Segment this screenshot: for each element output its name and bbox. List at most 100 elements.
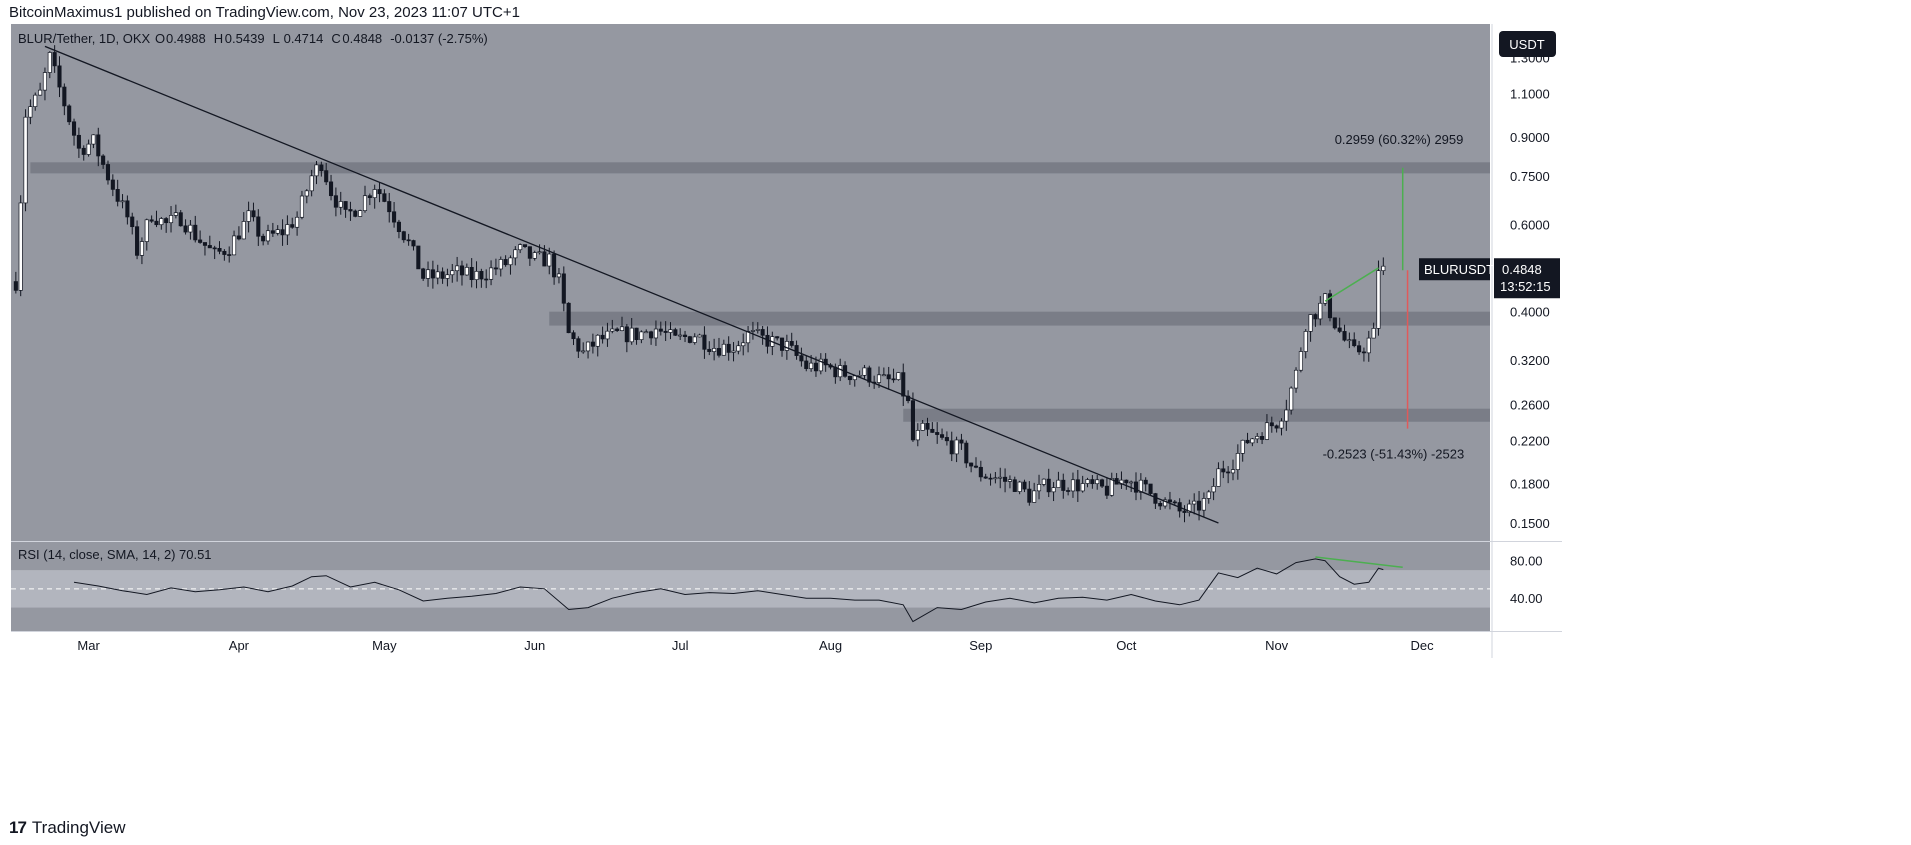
candle <box>474 261 479 289</box>
candle-body-up <box>474 270 479 281</box>
candle-body-down <box>164 218 169 224</box>
candle <box>227 246 232 263</box>
candle <box>110 174 115 197</box>
ohlc-label: O <box>155 31 165 46</box>
tradingview-footer[interactable]: 17 TradingView <box>9 818 125 838</box>
candle <box>498 256 503 277</box>
candle <box>435 264 440 285</box>
candle-body-down <box>1090 479 1095 485</box>
candle-body-up <box>750 330 755 332</box>
candle <box>1070 472 1076 498</box>
candle-body-down <box>1357 345 1362 353</box>
candle-body-down <box>105 164 111 181</box>
candle-body-down <box>493 267 498 270</box>
candle <box>232 230 237 256</box>
candle-body-down <box>687 336 692 343</box>
time-tick-label: Nov <box>1265 638 1289 653</box>
candle-body-up <box>532 252 537 259</box>
candle-body-down <box>804 360 809 369</box>
candle-body-down <box>707 348 712 352</box>
candle <box>188 219 193 240</box>
candle-body-up <box>838 365 843 378</box>
candle <box>1080 475 1085 493</box>
candle-body-down <box>944 437 949 442</box>
candle-body-down <box>1352 339 1357 347</box>
candle-body-up <box>1298 351 1303 371</box>
candle-body-down <box>484 278 489 281</box>
candle <box>484 269 489 289</box>
candle <box>425 261 431 287</box>
candle-body-up <box>518 244 523 251</box>
candle-body-up <box>1371 328 1376 339</box>
candle-body-up <box>1032 490 1037 503</box>
candle-body-up <box>1007 479 1012 482</box>
candle <box>28 99 33 125</box>
candle <box>867 365 872 387</box>
candle <box>333 187 338 217</box>
candle-body-down <box>566 302 571 334</box>
candle <box>159 216 164 230</box>
candle <box>217 241 222 255</box>
candle-body-up <box>450 270 455 276</box>
candle <box>775 336 780 341</box>
candle-body-down <box>1104 485 1109 496</box>
candle-body-up <box>508 257 513 266</box>
bar-countdown-label: 13:52:15 <box>1500 279 1551 294</box>
candle <box>1255 433 1260 444</box>
currency-label: USDT <box>1509 37 1544 52</box>
candle <box>47 51 52 79</box>
candle <box>33 92 38 111</box>
candle-body-up <box>1376 270 1381 329</box>
descending-trendline <box>44 45 1219 524</box>
time-tick-label: Oct <box>1116 638 1137 653</box>
candle-body-down <box>440 271 445 279</box>
candle-body-down <box>503 259 508 266</box>
candle <box>261 233 266 246</box>
candle <box>149 215 154 223</box>
candle <box>1007 475 1012 489</box>
candle <box>38 82 43 96</box>
candle-body-up <box>1206 491 1211 499</box>
candle <box>86 139 91 157</box>
candle <box>101 154 106 169</box>
candle <box>120 194 125 209</box>
candle-body-down <box>1027 488 1032 503</box>
candle <box>1279 418 1284 436</box>
candle-body-up <box>372 189 377 199</box>
candle <box>1318 296 1323 326</box>
candle-body-up <box>639 331 644 340</box>
candle <box>246 201 251 233</box>
candle-body-up <box>23 116 28 204</box>
candle <box>469 258 474 288</box>
candle-body-up <box>464 267 469 276</box>
candle <box>527 246 532 266</box>
candle-body-down <box>387 201 392 213</box>
candle <box>1216 462 1221 487</box>
price-tick-label: 0.9000 <box>1510 130 1550 145</box>
time-tick-label: Dec <box>1411 638 1435 653</box>
last-price-label: 0.4848 <box>1502 262 1542 277</box>
candle <box>396 219 401 239</box>
price-divergence-line <box>1324 267 1379 302</box>
candle-body-up <box>265 230 271 242</box>
candle-body-up <box>678 334 683 337</box>
candle <box>658 321 663 336</box>
candle <box>959 433 964 450</box>
candle <box>973 457 979 469</box>
candle-body-up <box>1347 339 1352 342</box>
candle <box>23 109 28 212</box>
horizontal-zone-1 <box>30 162 1490 174</box>
candle <box>712 338 717 361</box>
ohlc-value: 0.4714 <box>284 31 324 46</box>
candle-body-up <box>610 328 615 332</box>
candle <box>144 218 149 251</box>
rsi-line <box>73 558 1384 623</box>
candle <box>1095 475 1100 490</box>
candle-body-down <box>823 358 828 366</box>
tradingview-logo-icon: 17 <box>9 818 27 837</box>
candle-body-down <box>411 240 416 247</box>
candle <box>1366 330 1371 362</box>
candle-body-down <box>251 210 256 218</box>
candle-body-down <box>430 269 435 279</box>
